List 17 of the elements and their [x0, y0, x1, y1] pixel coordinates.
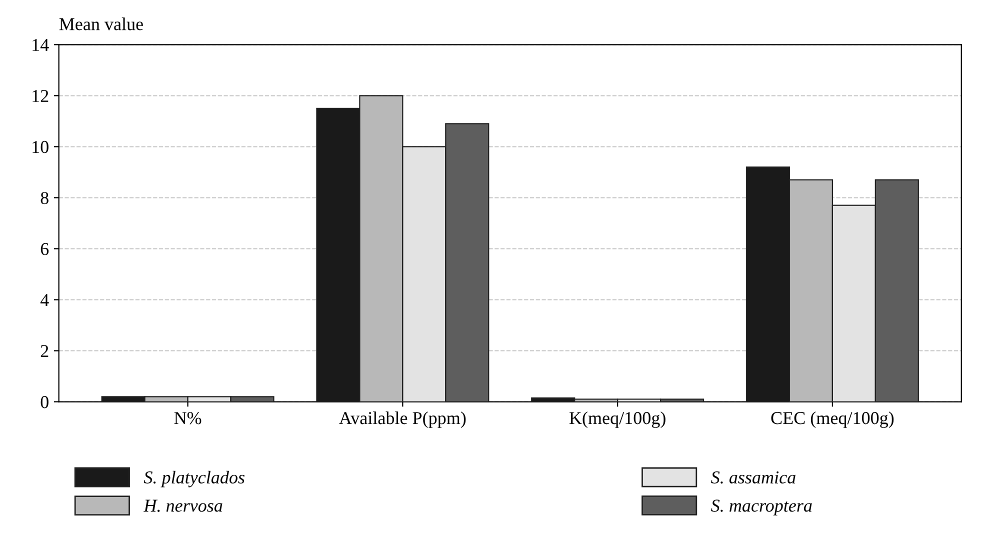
x-tick-label: CEC (meq/100g): [771, 411, 894, 428]
y-tick-label: 2: [40, 345, 48, 358]
x-tick-label: N%: [174, 412, 202, 424]
legend-label: H. nervosa: [144, 500, 222, 512]
y-tick-label: 4: [40, 294, 49, 306]
legend-label: S. macroptera: [711, 500, 812, 516]
legend-label: S. platyclados: [144, 470, 244, 488]
y-tick-label: 14: [32, 38, 49, 51]
x-tick-label: K(meq/100g): [569, 411, 666, 428]
y-tick-label: 8: [40, 192, 48, 204]
x-tick-label: Available P(ppm): [339, 411, 466, 428]
y-tick-label: 0: [40, 396, 48, 408]
y-tick-label: 12: [32, 90, 48, 102]
legend-label: S. assamica: [711, 471, 796, 484]
y-tick-label: 6: [40, 243, 49, 256]
y-tick-label: 10: [32, 140, 48, 154]
y-axis-title: Mean value: [59, 18, 143, 30]
